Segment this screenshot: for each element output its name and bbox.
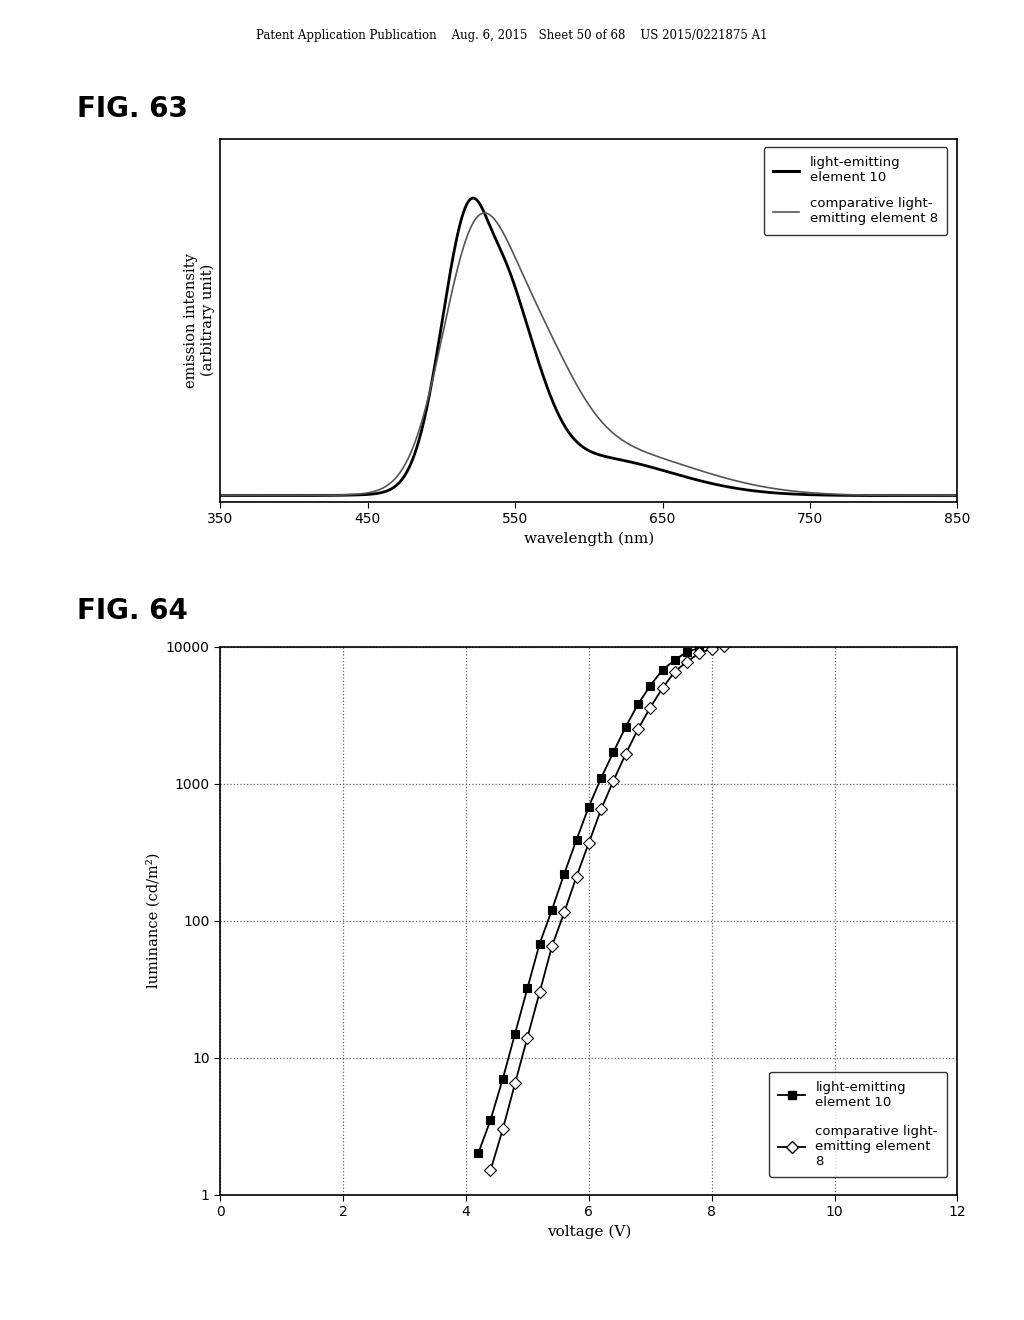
Text: FIG. 63: FIG. 63	[77, 95, 187, 123]
X-axis label: voltage (V): voltage (V)	[547, 1225, 631, 1239]
Y-axis label: luminance (cd/m²): luminance (cd/m²)	[146, 853, 161, 989]
X-axis label: wavelength (nm): wavelength (nm)	[523, 532, 654, 546]
Text: FIG. 64: FIG. 64	[77, 597, 187, 624]
Legend: light-emitting
element 10, comparative light-
emitting element 8: light-emitting element 10, comparative l…	[764, 147, 947, 235]
Legend: light-emitting
element 10, comparative light-
emitting element
8: light-emitting element 10, comparative l…	[769, 1072, 947, 1177]
Y-axis label: emission intensity
(arbitrary unit): emission intensity (arbitrary unit)	[184, 252, 215, 388]
Text: Patent Application Publication    Aug. 6, 2015   Sheet 50 of 68    US 2015/02218: Patent Application Publication Aug. 6, 2…	[256, 29, 768, 42]
